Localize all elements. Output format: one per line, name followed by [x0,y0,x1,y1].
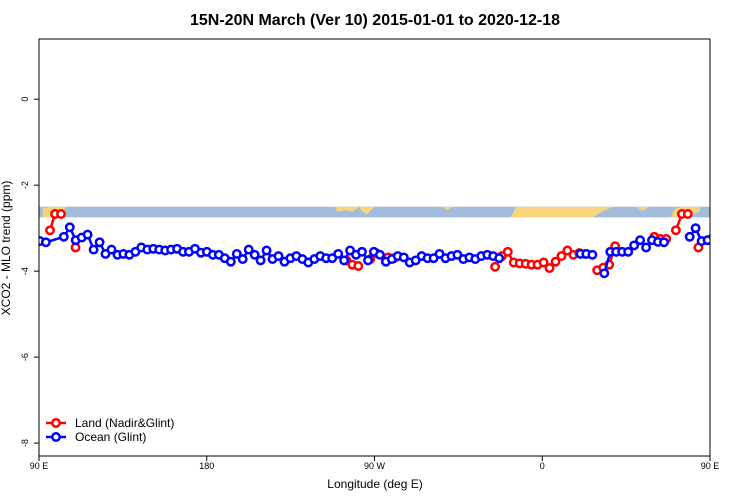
series-land-point [502,246,513,257]
series-ocean-point [587,249,598,260]
series-land-point [45,225,55,236]
y-axis: 0 -2 -4 -6 -8 [20,97,39,447]
map-land-5 [635,206,649,211]
x-tick-label: 90 E [701,461,720,471]
series-ocean-point [494,253,505,264]
series-ocean-point [58,231,69,242]
legend-label-land: Land (Nadir&Glint) [75,416,174,430]
legend-item-ocean: Ocean (Glint) [46,430,146,444]
series-ocean-point [374,249,385,260]
series-land-point [538,257,549,268]
y-tick-label: -8 [20,439,30,447]
series-land-point [56,209,66,219]
series-ocean-point [659,237,669,248]
map-land-2 [359,206,375,215]
legend-ocean-marker [51,432,61,442]
series-ocean-point [722,239,729,246]
x-axis-label: Longitude (deg E) [327,477,422,491]
series-ocean-point [106,244,117,255]
series-ocean-point [261,245,272,256]
map-land-1 [335,206,360,212]
series-ocean-point [635,235,646,246]
series-ocean-point [339,255,350,266]
x-tick-label: 0 [540,461,545,471]
world-map-strip [39,206,710,218]
x-tick-label: 180 [199,461,214,471]
chart-title: 15N-20N March (Ver 10) 2015-01-01 to 202… [190,12,560,29]
legend-land-marker [51,418,61,428]
series-ocean-point [225,256,236,267]
legend: Land (Nadir&Glint) Ocean (Glint) [46,416,174,444]
series-land-point [490,261,501,272]
y-tick-label: -4 [20,267,30,275]
series-ocean-point [249,249,260,260]
x-tick-label: 90 W [364,461,386,471]
series-ocean-point [231,248,242,259]
series-ocean-point [243,244,254,255]
series-ocean-point [716,246,723,253]
legend-item-land: Land (Nadir&Glint) [46,416,174,430]
map-land-3 [441,206,453,211]
x-tick-label: 90 E [30,461,49,471]
series-land [45,209,704,276]
y-tick-label: 0 [20,97,30,102]
series-ocean-point [255,255,266,266]
legend-label-ocean: Ocean (Glint) [75,430,146,444]
series-ocean-point [398,252,409,263]
series-ocean-point [599,268,610,279]
y-tick-label: -2 [20,181,30,189]
series-ocean-point [333,248,344,259]
series-ocean-point [728,249,735,256]
series-ocean-point [94,237,105,248]
series-ocean-point [708,233,710,241]
series-land-point [670,225,681,236]
series-ocean-point [82,229,93,240]
series-ocean-point [273,251,284,262]
series-ocean-point [641,242,652,253]
y-tick-label: -6 [20,353,30,361]
map-ocean [39,206,710,218]
series-ocean-point [64,222,75,233]
series-ocean-point [629,240,640,251]
series-ocean-point [357,246,367,257]
series-ocean-point [623,246,634,257]
series-land-point [550,256,561,267]
series-ocean-point [702,235,710,246]
series-ocean-point [363,255,373,266]
series-ocean-point [684,231,695,242]
map-land-4 [510,206,614,218]
x-axis: 90 E 180 90 W 0 90 E [30,456,720,471]
series-ocean-point [237,254,248,265]
series-ocean [39,222,750,279]
series-land-point [682,209,693,219]
series-ocean-point [746,250,750,257]
y-axis-label: XCO2 - MLO trend (ppm) [0,181,13,316]
series-ocean-point [690,223,701,234]
series-ocean-point [88,244,99,255]
series-ocean-point [734,246,741,253]
series-ocean-point [740,251,747,258]
series-land-point [556,251,567,262]
series-ocean-point [40,237,51,248]
series-land-point [544,263,555,274]
series-land-point [353,261,364,271]
